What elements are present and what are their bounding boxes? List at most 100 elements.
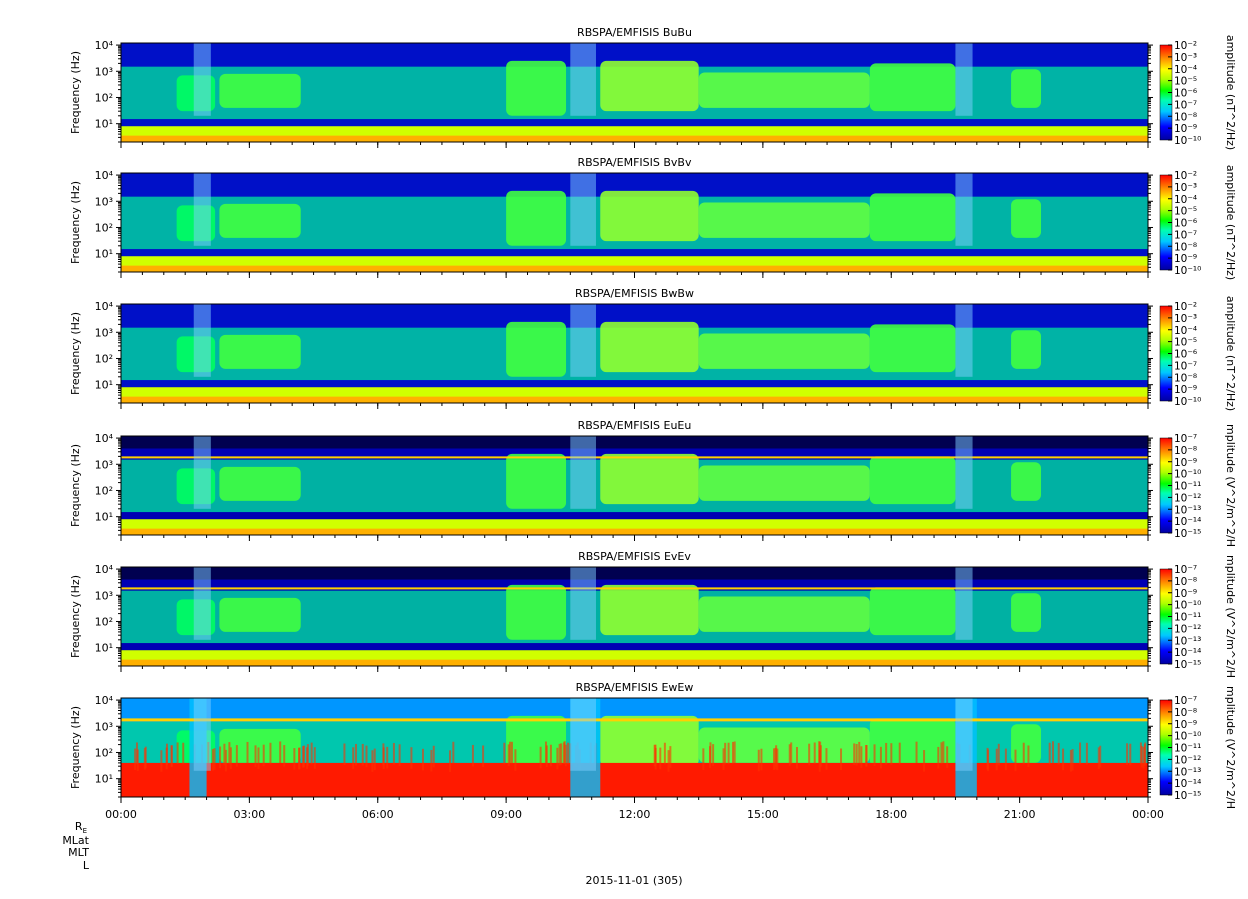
colorbar-tick-label: 10⁻⁸ — [1174, 576, 1197, 588]
colorbar-tick-label: 10⁻¹⁴ — [1174, 516, 1201, 528]
colorbar-tick-label: 10⁻⁴ — [1174, 64, 1197, 76]
x-tick-label: 21:00 — [1004, 808, 1036, 821]
spectrogram-image — [121, 43, 1148, 142]
colorbar-tick-label: 10⁻² — [1174, 40, 1197, 52]
panel-title: RBSPA/EMFISIS BwBw — [575, 287, 694, 300]
colorbar-label: mplitude (V^2/m^2/H — [1224, 424, 1237, 547]
colorbar-tick-label: 10⁻⁵ — [1174, 206, 1197, 218]
y-tick-label: 10⁴ — [95, 39, 114, 52]
panel-4: RBSPA/EMFISIS EuEu 10¹ 10² 10³ 10⁴ Frequency … — [69, 419, 1237, 547]
x-tick-label: 00:00 — [105, 808, 137, 821]
panel-2: RBSPA/EMFISIS BvBv 10¹ 10² 10³ 10⁴ Frequency … — [69, 156, 1237, 280]
orbit-label-l: L — [83, 859, 90, 872]
colorbar-tick-label: 10⁻¹⁰ — [1174, 265, 1201, 277]
colorbar-tick-label: 10⁻⁹ — [1174, 123, 1197, 135]
colorbar-tick-label: 10⁻⁴ — [1174, 194, 1197, 206]
colorbar-tick-label: 10⁻¹⁰ — [1174, 135, 1201, 147]
y-tick-label: 10⁴ — [95, 563, 114, 576]
y-tick-label: 10¹ — [95, 379, 113, 392]
footer-group: RE MLat MLT L 2015-11-01 (305) — [62, 820, 682, 887]
panel-title: RBSPA/EMFISIS BuBu — [577, 26, 692, 39]
colorbar-tick-label: 10⁻³ — [1174, 182, 1197, 194]
colorbar-tick-label: 10⁻⁶ — [1174, 88, 1197, 100]
panel-5: RBSPA/EMFISIS EvEv 10¹ 10² 10³ 10⁴ Frequency … — [69, 550, 1237, 678]
colorbar-tick-label: 10⁻¹³ — [1174, 504, 1201, 516]
colorbar-tick-label: 10⁻¹¹ — [1174, 481, 1201, 493]
y-tick-label: 10¹ — [95, 642, 113, 655]
colorbar-tick-label: 10⁻¹⁵ — [1174, 659, 1201, 671]
colorbar-tick-label: 10⁻¹⁰ — [1174, 600, 1201, 612]
spectrogram-image — [121, 436, 1148, 535]
colorbar-tick-label: 10⁻⁹ — [1174, 719, 1197, 731]
colorbar-tick-label: 10⁻¹¹ — [1174, 612, 1201, 624]
colorbar-tick-label: 10⁻⁵ — [1174, 76, 1197, 88]
x-tick-label: 03:00 — [234, 808, 266, 821]
y-axis-label: Frequency (Hz) — [69, 312, 82, 395]
colorbar-tick-label: 10⁻⁷ — [1174, 564, 1197, 576]
x-tick-label: 15:00 — [747, 808, 779, 821]
colorbar-tick-label: 10⁻¹³ — [1174, 635, 1201, 647]
colorbar-tick-label: 10⁻¹⁰ — [1174, 396, 1201, 408]
colorbar-tick-label: 10⁻⁶ — [1174, 218, 1197, 230]
colorbar-label: amplitude (nT^2/Hz) — [1224, 165, 1237, 280]
y-axis-label: Frequency (Hz) — [69, 181, 82, 264]
orbit-label-mlat: MLat — [62, 834, 89, 847]
colorbar-tick-label: 10⁻⁵ — [1174, 337, 1197, 349]
colorbar-tick-label: 10⁻¹⁵ — [1174, 528, 1201, 540]
colorbar-tick-label: 10⁻⁷ — [1174, 99, 1197, 111]
colorbar-tick-label: 10⁻¹⁴ — [1174, 647, 1201, 659]
colorbar: 10⁻²10⁻³10⁻⁴10⁻⁵10⁻⁶10⁻⁷10⁻⁸10⁻⁹10⁻¹⁰ amp… — [1159, 35, 1237, 150]
colorbar-tick-label: 10⁻⁷ — [1174, 695, 1197, 707]
colorbar-tick-label: 10⁻¹⁰ — [1174, 731, 1201, 743]
panel-1: RBSPA/EMFISIS BuBu 10¹ 10² 10³ 10⁴ Frequency … — [69, 26, 1237, 150]
colorbar-tick-label: 10⁻⁷ — [1174, 229, 1197, 241]
colorbar-label: mplitude (V^2/m^2/H — [1224, 555, 1237, 678]
y-tick-label: 10¹ — [95, 773, 113, 786]
y-tick-label: 10³ — [95, 195, 113, 208]
spectrogram-image — [121, 698, 1148, 797]
spectrogram-image — [121, 567, 1148, 666]
y-tick-label: 10² — [95, 221, 113, 234]
spectrogram-image — [121, 173, 1148, 272]
y-tick-label: 10¹ — [95, 248, 113, 261]
colorbar-tick-label: 10⁻⁷ — [1174, 433, 1197, 445]
colorbar-tick-label: 10⁻⁹ — [1174, 457, 1197, 469]
colorbar-tick-label: 10⁻⁹ — [1174, 588, 1197, 600]
colorbar-tick-label: 10⁻¹¹ — [1174, 743, 1201, 755]
colorbar-tick-label: 10⁻¹² — [1174, 754, 1201, 766]
x-tick-label: 00:00 — [1132, 808, 1164, 821]
y-tick-label: 10⁴ — [95, 300, 114, 313]
colorbar-label: mplitude (V^2/m^2/H — [1224, 686, 1237, 809]
date-label: 2015-11-01 (305) — [585, 874, 682, 887]
panel-6: RBSPA/EMFISIS EwEw 10¹ 10² 10³ 10⁴ Frequency … — [69, 681, 1237, 821]
colorbar-tick-label: 10⁻¹⁴ — [1174, 778, 1201, 790]
colorbar-tick-label: 10⁻⁸ — [1174, 241, 1197, 253]
panels-group: RBSPA/EMFISIS BuBu 10¹ 10² 10³ 10⁴ Frequency … — [69, 26, 1237, 821]
y-tick-label: 10² — [95, 352, 113, 365]
y-tick-label: 10⁴ — [95, 694, 114, 707]
y-tick-label: 10² — [95, 91, 113, 104]
y-tick-label: 10³ — [95, 589, 113, 602]
colorbar-tick-label: 10⁻⁸ — [1174, 111, 1197, 123]
orbit-label-mlt: MLT — [68, 846, 89, 859]
panel-title: RBSPA/EMFISIS EvEv — [578, 550, 691, 563]
colorbar-tick-label: 10⁻⁹ — [1174, 384, 1197, 396]
y-axis-label: Frequency (Hz) — [69, 706, 82, 789]
panel-title: RBSPA/EMFISIS BvBv — [578, 156, 692, 169]
y-tick-label: 10¹ — [95, 118, 113, 131]
y-tick-label: 10⁴ — [95, 432, 114, 445]
y-tick-label: 10³ — [95, 458, 113, 471]
y-tick-label: 10² — [95, 615, 113, 628]
y-tick-label: 10¹ — [95, 511, 113, 524]
colorbar: 10⁻⁷10⁻⁸10⁻⁹10⁻¹⁰10⁻¹¹10⁻¹²10⁻¹³10⁻¹⁴10⁻… — [1159, 555, 1237, 678]
y-tick-label: 10⁴ — [95, 169, 114, 182]
colorbar-label: amplitude (nT^2/Hz) — [1224, 35, 1237, 150]
colorbar-tick-label: 10⁻² — [1174, 301, 1197, 313]
colorbar-tick-label: 10⁻¹² — [1174, 623, 1201, 635]
y-tick-label: 10² — [95, 746, 113, 759]
colorbar: 10⁻⁷10⁻⁸10⁻⁹10⁻¹⁰10⁻¹¹10⁻¹²10⁻¹³10⁻¹⁴10⁻… — [1159, 424, 1237, 547]
colorbar-tick-label: 10⁻¹⁰ — [1174, 469, 1201, 481]
x-tick-label: 09:00 — [490, 808, 522, 821]
colorbar: 10⁻²10⁻³10⁻⁴10⁻⁵10⁻⁶10⁻⁷10⁻⁸10⁻⁹10⁻¹⁰ amp… — [1159, 296, 1237, 411]
